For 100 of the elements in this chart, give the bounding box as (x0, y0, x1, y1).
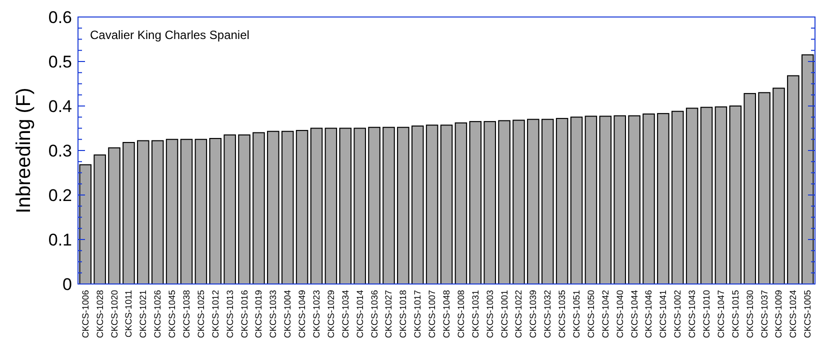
bar (787, 75, 800, 284)
x-tick-label: CKCS-1024 (788, 290, 798, 338)
bar (411, 126, 424, 284)
x-tick-label: CKCS-1022 (514, 290, 524, 338)
bar (657, 113, 670, 284)
y-tick-label: 0.5 (48, 52, 72, 72)
x-tick-label: CKCS-1025 (196, 290, 206, 338)
x-tick-label: CKCS-1048 (442, 290, 452, 338)
x-tick-label: CKCS-1044 (629, 290, 640, 338)
x-tick-label: CKCS-1001 (499, 290, 510, 338)
x-tick-label: CKCS-1011 (124, 290, 134, 338)
x-tick-label: CKCS-1014 (354, 290, 365, 338)
x-tick-label: CKCS-1041 (658, 290, 668, 338)
x-tick-label: CKCS-1049 (297, 290, 308, 338)
x-tick-label: CKCS-1010 (702, 290, 712, 338)
x-tick-label: CKCS-1003 (484, 290, 495, 338)
bar (440, 124, 453, 284)
bar (108, 147, 120, 284)
x-tick-label: CKCS-1013 (224, 290, 235, 338)
bar (426, 124, 438, 284)
bar (512, 120, 525, 284)
x-tick-label: CKCS-1018 (398, 290, 408, 338)
x-tick-label: CKCS-1021 (138, 290, 148, 338)
bar (194, 138, 208, 284)
bar (744, 93, 756, 284)
bar (772, 88, 785, 284)
y-tick-label: 0.1 (48, 230, 72, 250)
x-tick-label: CKCS-1031 (470, 290, 480, 338)
bar (151, 140, 164, 284)
x-tick-label: CKCS-1017 (412, 290, 423, 338)
x-tick-label: CKCS-1051 (572, 290, 582, 338)
bar (686, 108, 698, 284)
x-tick-label: CKCS-1039 (528, 290, 538, 338)
bar (368, 126, 380, 284)
bar (614, 115, 626, 284)
bar (354, 128, 366, 284)
x-tick-label: CKCS-1050 (586, 290, 596, 338)
bar (642, 114, 655, 284)
x-tick-label: CKCS-1028 (94, 290, 105, 338)
x-tick-label: CKCS-1026 (152, 290, 163, 338)
x-tick-label: CKCS-1045 (167, 290, 178, 338)
x-tick-label: CKCS-1006 (80, 290, 90, 338)
bar (541, 118, 554, 284)
bar (498, 120, 510, 284)
bar (224, 134, 236, 284)
y-tick-label: 0.2 (48, 186, 72, 205)
bar (296, 130, 308, 284)
x-tick-label: CKCS-1015 (730, 290, 740, 338)
bar (180, 138, 193, 284)
x-tick-label: CKCS-1029 (326, 290, 336, 338)
bar (397, 126, 410, 284)
x-tick-label: CKCS-1037 (759, 290, 770, 338)
x-tick-label: CKCS-1027 (384, 290, 394, 338)
x-tick-label: CKCS-1030 (744, 290, 755, 338)
x-tick-label: CKCS-1033 (268, 290, 278, 338)
bar (238, 134, 250, 284)
y-tick-label: 0 (62, 274, 72, 294)
x-tick-label: CKCS-1019 (254, 290, 264, 338)
bar (556, 118, 568, 284)
bar (714, 106, 728, 284)
bar (339, 128, 352, 284)
x-tick-label: CKCS-1036 (369, 290, 380, 338)
bar (628, 115, 640, 284)
x-tick-label: CKCS-1034 (340, 290, 350, 338)
bar (700, 106, 713, 284)
bar (137, 140, 150, 284)
x-tick-label: CKCS-1023 (311, 290, 322, 338)
bar (671, 110, 684, 284)
x-tick-label: CKCS-1007 (427, 290, 438, 338)
x-tick-label: CKCS-1012 (210, 290, 220, 338)
bar (584, 116, 598, 284)
text: Cavalier King Charles Spaniel (90, 28, 250, 42)
x-tick-label: CKCS-1004 (282, 290, 293, 338)
bar (469, 121, 482, 284)
y-tick-label: 0.4 (48, 96, 72, 116)
bar (382, 126, 395, 284)
x-tick-label: CKCS-1016 (239, 290, 250, 338)
bar (281, 130, 294, 284)
x-tick-label: CKCS-1040 (614, 290, 625, 338)
bar (324, 128, 338, 284)
bar (267, 130, 280, 284)
bar (758, 92, 770, 284)
x-tick-label: CKCS-1035 (557, 290, 568, 338)
x-tick-label: CKCS-1020 (109, 290, 120, 338)
x-tick-label: CKCS-1047 (716, 290, 726, 338)
x-tick-label: CKCS-1046 (644, 290, 654, 338)
y-tick-label: 0.6 (48, 8, 72, 27)
x-tick-label: CKCS-1042 (600, 290, 610, 338)
x-tick-label: CKCS-1002 (672, 290, 683, 338)
y-tick-label: 0.3 (48, 141, 72, 160)
bar (252, 132, 265, 284)
y-axis-title: Inbreeding (F) (13, 88, 35, 214)
bar (310, 128, 323, 284)
bar (802, 54, 814, 284)
x-tick-label: CKCS-1008 (456, 290, 466, 338)
bar (570, 116, 583, 284)
bar (94, 154, 106, 284)
bar (166, 138, 178, 284)
bar (454, 122, 468, 284)
x-tick-label: CKCS-1032 (542, 290, 553, 338)
